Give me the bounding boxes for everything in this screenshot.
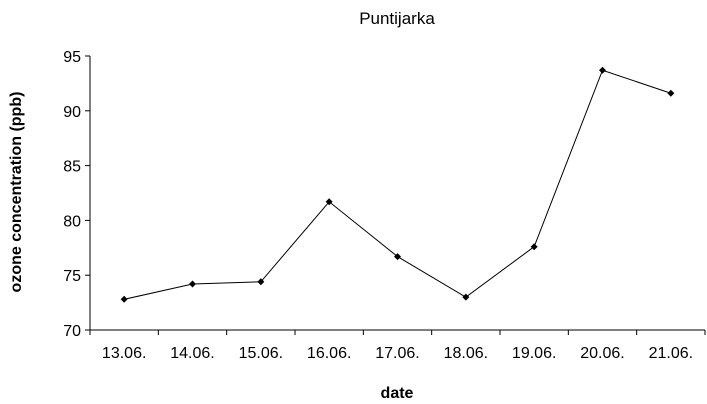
x-tick-label: 19.06. <box>512 345 556 362</box>
y-tick-label: 75 <box>63 268 81 285</box>
data-point <box>462 293 470 301</box>
x-tick-label: 18.06. <box>444 345 488 362</box>
data-point <box>257 278 265 286</box>
y-tick-label: 85 <box>63 159 81 176</box>
data-point <box>325 198 333 206</box>
y-tick-label: 90 <box>63 104 81 121</box>
x-tick-label: 17.06. <box>375 345 419 362</box>
data-point <box>120 295 128 303</box>
x-tick-label: 14.06. <box>170 345 214 362</box>
plot-area <box>120 66 675 303</box>
x-tick-label: 16.06. <box>307 345 351 362</box>
data-point <box>394 253 401 261</box>
y-tick-label: 95 <box>63 49 81 66</box>
data-point <box>599 66 606 74</box>
data-point <box>667 89 675 97</box>
y-axis-ticks: 70 75 80 85 90 95 <box>63 49 90 340</box>
y-tick-label: 70 <box>63 323 81 340</box>
chart-title: Puntijarka <box>359 9 435 28</box>
y-tick-label: 80 <box>63 213 81 230</box>
data-point <box>530 243 538 251</box>
data-point <box>189 280 196 288</box>
x-tick-label: 13.06. <box>102 345 146 362</box>
series-line <box>124 69 671 300</box>
x-tick-label: 21.06. <box>649 345 693 362</box>
x-axis-ticks: 13.06. 14.06. 15.06. 16.06. 17.06. 18.06. 19.0… <box>89 330 706 362</box>
x-axis-title: date <box>381 385 414 402</box>
axes <box>89 56 705 331</box>
x-tick-label: 15.06. <box>239 345 283 362</box>
y-axis-title: ozone concentration (ppb) <box>8 92 25 293</box>
x-tick-label: 20.06. <box>580 345 624 362</box>
